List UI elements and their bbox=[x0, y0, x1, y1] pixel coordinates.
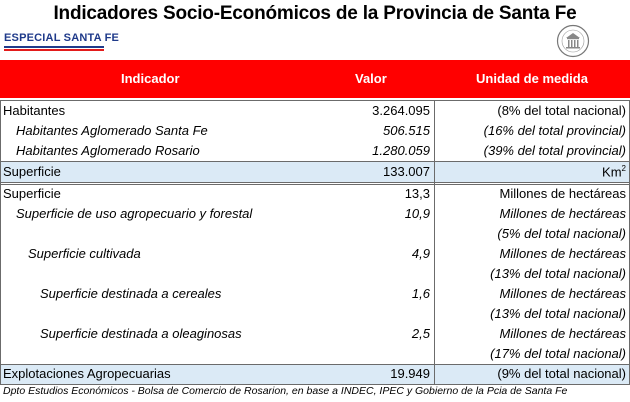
row-indicador: Habitantes bbox=[3, 103, 66, 118]
table-row: Habitantes Aglomerado Santa Fe 506.515 (… bbox=[0, 121, 630, 141]
row-valor: 19.949 bbox=[390, 366, 430, 381]
row-indicador: Habitantes Aglomerado Rosario bbox=[16, 143, 200, 158]
row-indicador: Explotaciones Agropecuarias bbox=[3, 366, 171, 381]
table-header: Indicador Valor Unidad de medida bbox=[0, 60, 630, 98]
row-indicador: Superficie cultivada bbox=[28, 246, 141, 261]
grid-line-vertical bbox=[0, 100, 1, 384]
bolsa-logo-icon bbox=[556, 24, 590, 58]
table-row: Habitantes Aglomerado Rosario 1.280.059 … bbox=[0, 141, 630, 161]
row-valor: 506.515 bbox=[383, 123, 430, 138]
header-valor: Valor bbox=[355, 71, 387, 86]
row-unidad: Millones de hectáreas bbox=[499, 246, 626, 261]
row-unidad-detail: (13% del total nacional) bbox=[490, 266, 626, 281]
row-indicador: Superficie bbox=[3, 186, 61, 201]
grid-line bbox=[0, 384, 630, 385]
header-unidad: Unidad de medida bbox=[476, 71, 588, 86]
table-row: Superficie cultivada 4,9 Millones de hec… bbox=[0, 244, 630, 284]
table-row: Explotaciones Agropecuarias 19.949 (9% d… bbox=[0, 365, 630, 384]
badge-underline-red bbox=[4, 49, 104, 51]
row-unidad: Millones de hectáreas bbox=[499, 186, 626, 201]
table-row: Superficie de uso agropecuario y foresta… bbox=[0, 204, 630, 244]
unit-km: Km bbox=[602, 164, 622, 180]
badge-especial: ESPECIAL SANTA FE bbox=[4, 32, 120, 44]
row-valor: 1,6 bbox=[411, 286, 430, 301]
page-title: Indicadores Socio-Económicos de la Provi… bbox=[53, 3, 577, 24]
row-valor: 4,9 bbox=[411, 246, 430, 261]
table-row: Superficie destinada a cereales 1,6 Mill… bbox=[0, 284, 630, 324]
table-row: Superficie 133.007 Km2 bbox=[0, 162, 630, 182]
grid-line bbox=[0, 161, 630, 162]
row-unidad-detail: (5% del total nacional) bbox=[497, 226, 626, 241]
grid-line bbox=[0, 364, 630, 365]
row-indicador: Superficie bbox=[3, 164, 61, 179]
row-unidad: (16% del total provincial) bbox=[483, 123, 626, 138]
row-unidad: (39% del total provincial) bbox=[483, 143, 626, 158]
row-valor: 3.264.095 bbox=[372, 103, 430, 118]
table-row: Superficie destinada a oleaginosas 2,5 M… bbox=[0, 324, 630, 364]
grid-line bbox=[0, 100, 630, 101]
unit-superscript: 2 bbox=[621, 164, 626, 173]
row-unidad: Millones de hectáreas bbox=[499, 286, 626, 301]
row-unidad: (8% del total nacional) bbox=[497, 103, 626, 118]
row-indicador: Superficie destinada a cereales bbox=[40, 286, 222, 301]
grid-line bbox=[0, 184, 630, 185]
row-unidad: (9% del total nacional) bbox=[497, 366, 626, 381]
grid-line bbox=[0, 182, 630, 183]
row-unidad-detail: (13% del total nacional) bbox=[490, 306, 626, 321]
source-footnote: Dpto Estudios Económicos - Bolsa de Come… bbox=[3, 385, 568, 397]
row-unidad: Millones de hectáreas bbox=[499, 326, 626, 341]
row-valor: 2,5 bbox=[411, 326, 430, 341]
row-valor: 10,9 bbox=[404, 206, 430, 221]
table-row: Superficie 13,3 Millones de hectáreas bbox=[0, 184, 630, 204]
row-unidad: Km2 bbox=[602, 164, 626, 179]
header-indicador: Indicador bbox=[121, 71, 180, 86]
table-row: Habitantes 3.264.095 (8% del total nacio… bbox=[0, 101, 630, 121]
row-unidad-detail: (17% del total nacional) bbox=[490, 346, 626, 361]
row-indicador: Superficie destinada a oleaginosas bbox=[40, 326, 242, 341]
row-unidad: Millones de hectáreas bbox=[499, 206, 626, 221]
row-valor: 13,3 bbox=[404, 186, 430, 201]
row-valor: 1.280.059 bbox=[372, 143, 430, 158]
row-valor: 133.007 bbox=[383, 164, 430, 179]
row-indicador: Superficie de uso agropecuario y foresta… bbox=[16, 206, 253, 221]
badge-underline-blue bbox=[4, 46, 104, 48]
grid-line-vertical bbox=[434, 100, 435, 384]
row-indicador: Habitantes Aglomerado Santa Fe bbox=[16, 123, 208, 138]
